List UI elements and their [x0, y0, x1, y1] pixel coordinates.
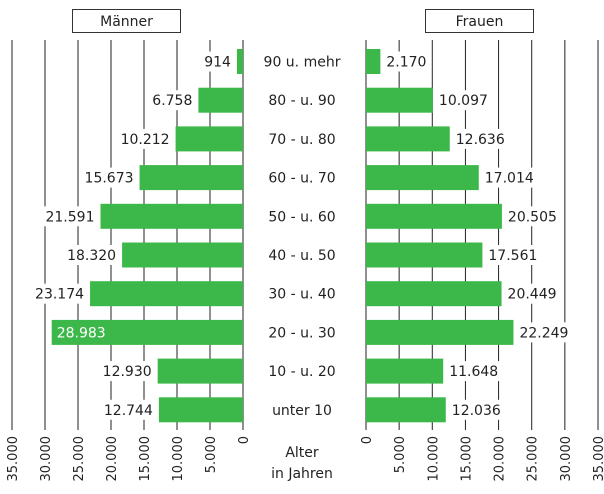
women-data-label: 17.561 [488, 248, 537, 264]
category-axis-title-line: in Jahren [271, 466, 333, 482]
women-data-label: 10.097 [439, 93, 488, 109]
men-data-label: 914 [204, 55, 231, 71]
men-label-bg [148, 90, 196, 111]
women-bar [366, 397, 446, 423]
men-label-bg [203, 51, 234, 72]
men-data-label: 12.930 [103, 364, 152, 380]
men-data-label: 10.212 [121, 132, 170, 148]
men-label-bg [31, 283, 88, 304]
category-label: 90 u. mehr [264, 55, 341, 71]
women-label-bg [435, 90, 492, 111]
men-bar [198, 87, 243, 113]
men-label-bg [100, 399, 156, 420]
category-labels: 90 u. mehr 80 - u. 90 70 - u. 80 60 - u. 70… [264, 55, 341, 419]
women-data-label: 12.036 [452, 403, 501, 419]
men-data-label: 6.758 [152, 93, 192, 109]
women-bar [366, 242, 483, 268]
men-label-bg [63, 245, 120, 265]
category-label: 70 - u. 80 [268, 132, 335, 148]
women-tick-label: 5.000 [393, 436, 408, 473]
women-label-bg [485, 245, 541, 265]
men-tick-label: 5.000 [204, 436, 219, 473]
category-label: 10 - u. 20 [268, 364, 335, 380]
men-bar [100, 203, 244, 229]
men-label-bg [117, 128, 173, 149]
category-label: 60 - u. 70 [268, 171, 335, 187]
women-data-label: 11.648 [449, 364, 498, 380]
women-bar [366, 87, 433, 113]
women-tick-label: 25.000 [526, 436, 541, 482]
men-tick-label: 0 [237, 436, 252, 444]
men-label-bg [42, 206, 98, 227]
women-label-bg [448, 399, 504, 420]
women-data-label: 12.636 [456, 132, 505, 148]
men-bar [158, 397, 243, 423]
men-tick-label: 30.000 [39, 436, 54, 482]
women-data-label: 2.170 [386, 55, 426, 71]
women-label-bg [504, 206, 561, 227]
women-label-bg [452, 128, 508, 149]
women-bar [366, 165, 479, 191]
men-data-label: 23.174 [35, 287, 84, 303]
men-bar [51, 319, 243, 345]
men-bar [175, 126, 243, 152]
category-label: 20 - u. 30 [268, 325, 335, 341]
men-bar [157, 358, 243, 384]
men-data-label: 28.983 [57, 325, 106, 341]
men-tick-label: 25.000 [72, 436, 87, 482]
men-bar [90, 281, 243, 307]
men-tick-label: 35.000 [6, 436, 21, 482]
women-bar [366, 203, 502, 229]
women-data-label: 17.014 [485, 171, 534, 187]
category-label: 30 - u. 40 [268, 287, 335, 303]
category-label: 80 - u. 90 [268, 93, 335, 109]
category-label: unter 10 [272, 403, 332, 419]
tick-labels: 0 0 5.000 5.000 10.000 10.000 15.000 15.000 20.0… [6, 436, 604, 482]
women-tick-label: 30.000 [559, 436, 574, 482]
category-label: 50 - u. 60 [268, 209, 335, 225]
women-label-bg [504, 283, 560, 304]
women-tick-label: 20.000 [493, 436, 508, 482]
women-tick-label: 35.000 [592, 436, 604, 482]
men-bar [122, 242, 243, 268]
women-label-bg [481, 167, 537, 188]
women-tick-label: 0 [360, 436, 375, 444]
men-label-bg [99, 361, 155, 382]
title-women: Frauen [425, 9, 534, 33]
women-tick-label: 15.000 [459, 436, 474, 482]
men-label-bg [81, 167, 137, 188]
women-data-label: 22.249 [519, 325, 568, 341]
men-tick-label: 15.000 [138, 436, 153, 482]
men-tick-label: 20.000 [105, 436, 120, 482]
women-bar [366, 126, 450, 152]
men-bar [236, 49, 243, 74]
men-data-label: 18.320 [67, 248, 116, 264]
bars [51, 49, 514, 423]
women-tick-label: 10.000 [426, 436, 441, 482]
data-labels: 914 2.170 6.758 10.097 10.212 12.636 15.673 17.… [31, 51, 572, 420]
men-bar [139, 165, 243, 191]
women-bar [366, 49, 381, 74]
category-axis-title-line: Alter [285, 445, 319, 461]
men-data-label: 12.744 [104, 403, 153, 419]
women-label-bg [446, 361, 502, 382]
women-bar [366, 281, 502, 307]
women-data-label: 20.449 [508, 287, 557, 303]
men-tick-label: 10.000 [171, 436, 186, 482]
men-data-label: 15.673 [85, 171, 134, 187]
category-label: 40 - u. 50 [268, 248, 335, 264]
women-bar [366, 358, 444, 384]
women-label-bg [383, 51, 431, 72]
women-label-bg [516, 322, 572, 343]
category-axis-title: Alter in Jahren [271, 445, 333, 482]
women-data-label: 20.505 [508, 209, 557, 225]
women-bar [366, 319, 514, 345]
men-data-label: 21.591 [45, 209, 94, 225]
title-men: Männer [72, 9, 181, 33]
